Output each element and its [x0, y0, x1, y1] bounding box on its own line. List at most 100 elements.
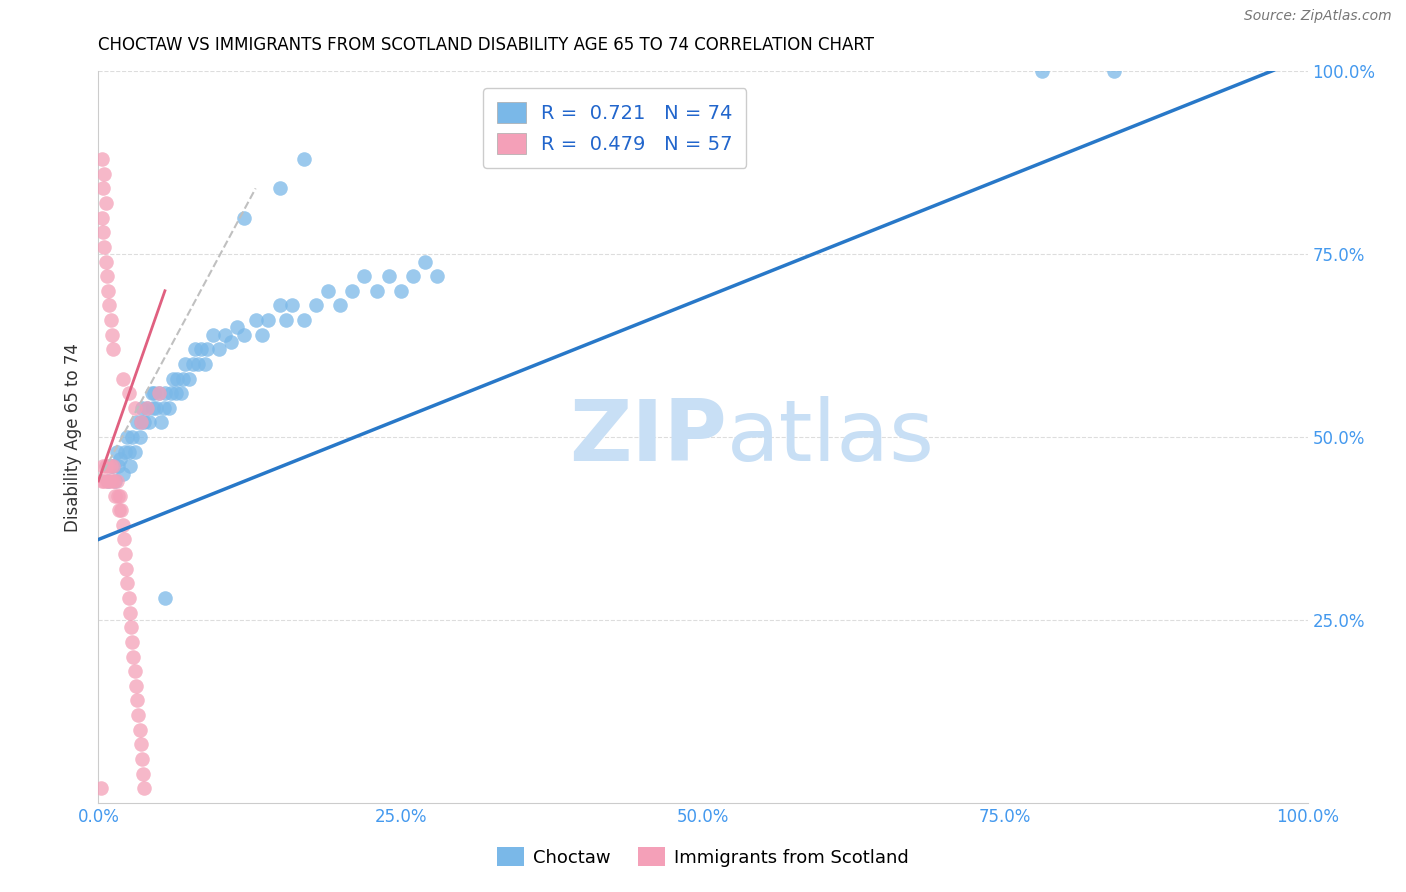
Point [389, 284, 412, 298]
Point [214, 327, 236, 342]
Y-axis label: Disability Age 65 to 74: Disability Age 65 to 74 [65, 343, 83, 532]
Point [250, 327, 273, 342]
Point [97, 474, 120, 488]
Point [100, 459, 122, 474]
Point [1031, 64, 1053, 78]
Point [100, 327, 122, 342]
Point [342, 284, 364, 298]
Point [135, 401, 157, 415]
Point [226, 320, 249, 334]
Point [366, 284, 388, 298]
Point [91, 225, 114, 239]
Point [114, 444, 136, 458]
Point [94, 459, 117, 474]
Point [91, 459, 114, 474]
Point [124, 401, 146, 415]
Point [93, 474, 115, 488]
Point [413, 254, 436, 268]
Point [194, 357, 217, 371]
Point [104, 489, 127, 503]
Point [208, 343, 231, 357]
Point [121, 430, 143, 444]
Point [101, 459, 124, 474]
Point [96, 269, 118, 284]
Point [305, 298, 328, 312]
Point [94, 196, 117, 211]
Point [190, 343, 212, 357]
Point [97, 284, 120, 298]
Point [165, 386, 187, 401]
Point [131, 401, 153, 415]
Point [118, 459, 141, 474]
Point [124, 664, 146, 678]
Text: atlas: atlas [727, 395, 935, 479]
Point [402, 269, 425, 284]
Text: CHOCTAW VS IMMIGRANTS FROM SCOTLAND DISABILITY AGE 65 TO 74 CORRELATION CHART: CHOCTAW VS IMMIGRANTS FROM SCOTLAND DISA… [98, 36, 875, 54]
Point [122, 649, 145, 664]
Point [107, 489, 129, 503]
Point [135, 401, 157, 415]
Point [316, 284, 339, 298]
Point [181, 357, 204, 371]
Point [269, 181, 291, 195]
Point [169, 386, 191, 401]
Point [98, 298, 121, 312]
Point [141, 386, 163, 401]
Legend: R =  0.721   N = 74, R =  0.479   N = 57: R = 0.721 N = 74, R = 0.479 N = 57 [484, 88, 747, 168]
Point [112, 533, 135, 547]
Point [162, 371, 184, 385]
Point [232, 327, 254, 342]
Text: ZIP: ZIP [569, 395, 727, 479]
Point [115, 562, 138, 576]
Point [195, 343, 218, 357]
Point [97, 459, 120, 474]
Point [108, 452, 131, 467]
Point [202, 327, 225, 342]
Point [292, 152, 315, 166]
Point [91, 211, 114, 225]
Point [269, 298, 291, 312]
Point [128, 430, 150, 444]
Point [105, 474, 128, 488]
Point [120, 620, 142, 634]
Point [426, 269, 449, 284]
Point [179, 371, 201, 385]
Point [129, 416, 152, 430]
Point [245, 313, 267, 327]
Point [134, 781, 156, 796]
Point [90, 781, 112, 796]
Text: Source: ZipAtlas.com: Source: ZipAtlas.com [1244, 9, 1392, 23]
Point [128, 723, 150, 737]
Point [118, 591, 141, 605]
Point [329, 298, 352, 312]
Point [117, 430, 139, 444]
Legend: Choctaw, Immigrants from Scotland: Choctaw, Immigrants from Scotland [489, 840, 917, 874]
Point [105, 444, 128, 458]
Point [142, 401, 165, 415]
Point [256, 313, 278, 327]
Point [127, 416, 149, 430]
Point [118, 386, 141, 401]
Point [100, 474, 122, 488]
Point [232, 211, 254, 225]
Point [153, 591, 176, 605]
Point [111, 467, 134, 481]
Point [117, 576, 139, 591]
Point [157, 401, 180, 415]
Point [118, 444, 141, 458]
Point [111, 517, 134, 532]
Point [292, 313, 315, 327]
Point [221, 334, 243, 349]
Point [91, 152, 114, 166]
Point [100, 313, 122, 327]
Point [187, 357, 209, 371]
Point [148, 386, 170, 401]
Point [127, 693, 149, 707]
Point [96, 474, 118, 488]
Point [125, 679, 148, 693]
Point [174, 357, 197, 371]
Point [93, 240, 115, 254]
Point [103, 474, 125, 488]
Point [104, 474, 127, 488]
Point [184, 343, 207, 357]
